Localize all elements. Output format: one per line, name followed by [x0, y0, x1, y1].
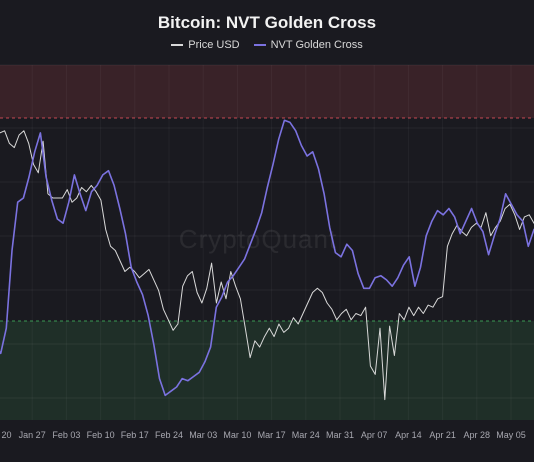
x-tick-label: Apr 07 — [361, 430, 388, 440]
x-tick-label: Apr 28 — [464, 430, 491, 440]
x-tick-label: Apr 21 — [429, 430, 456, 440]
x-tick-label: Mar 10 — [223, 430, 251, 440]
legend-swatch-nvt — [253, 44, 266, 46]
series-line-nvt — [0, 119, 534, 397]
x-tick-label: Feb 24 — [155, 430, 183, 440]
legend-item-nvt[interactable]: NVT Golden Cross — [253, 39, 363, 51]
legend-label-price: Price USD — [188, 39, 240, 51]
legend-swatch-price — [171, 44, 184, 46]
x-tick-label: Feb 17 — [121, 430, 149, 440]
upper-band — [0, 65, 534, 118]
watermark: CryptoQuant — [179, 224, 337, 254]
x-tick-label: May 05 — [496, 430, 526, 440]
legend: Price USD NVT Golden Cross — [0, 39, 534, 51]
x-tick-label: Mar 31 — [326, 430, 354, 440]
x-tick-label: Feb 10 — [87, 430, 115, 440]
legend-item-price[interactable]: Price USD — [171, 39, 240, 51]
x-axis-tick-labels: Jan 20 Jan 27 Feb 03 Feb 10 Feb 17 Feb 24 Mar … — [0, 430, 526, 440]
x-tick-label: Jan 20 — [0, 430, 12, 440]
series-line-price — [0, 130, 534, 401]
x-tick-label: Apr 14 — [395, 430, 422, 440]
chart-title: Bitcoin: NVT Golden Cross — [157, 13, 377, 32]
x-tick-label: Feb 03 — [52, 430, 80, 440]
threshold-bands — [0, 65, 534, 420]
grid-lines — [0, 64, 534, 420]
legend-label-nvt: NVT Golden Cross — [270, 39, 363, 51]
x-tick-label: Jan 27 — [19, 430, 46, 440]
x-tick-label: Mar 24 — [292, 430, 320, 440]
x-tick-label: Mar 03 — [189, 430, 217, 440]
series-lines — [0, 119, 534, 401]
lower-band — [0, 321, 534, 420]
x-tick-label: Mar 17 — [258, 430, 286, 440]
